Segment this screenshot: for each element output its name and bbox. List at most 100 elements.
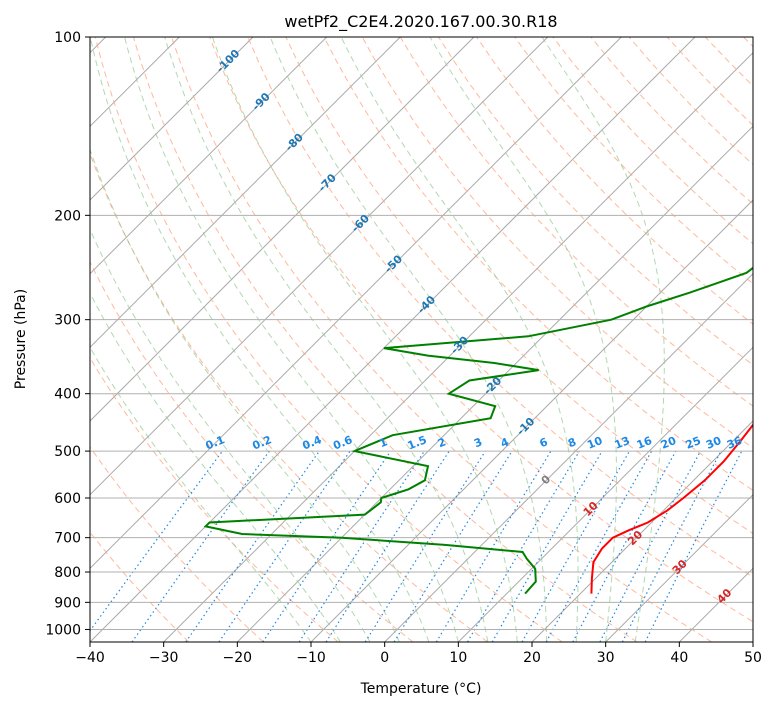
- y-tick-label: 600: [54, 491, 81, 507]
- dry-adiabat-line: [171, 37, 712, 642]
- y-tick-label: 800: [54, 565, 81, 581]
- isotherm-line: [90, 37, 401, 349]
- dry-adiabat-line: [476, 37, 753, 325]
- moist-adiabat-line: [541, 37, 665, 642]
- moist-adiabat-line: [211, 37, 518, 642]
- isotherm-line: [90, 37, 622, 570]
- mixing-ratio-label: 36: [725, 434, 744, 452]
- moist-adiabat-line: [90, 228, 371, 642]
- mixing-ratio-label: 3: [472, 435, 484, 450]
- x-axis-ticks: −40 −30 −20 −10 0 10 20 30 40 50: [75, 642, 762, 666]
- dry-adiabat-line: [514, 37, 753, 285]
- chart-title: wetPf2_C2E4.2020.167.00.30.R18: [284, 12, 557, 32]
- isotherm-line: [457, 346, 753, 642]
- mixing-ratio-line: [521, 450, 631, 642]
- mixing-ratio-label: 4: [499, 435, 511, 450]
- mixing-ratio-label: 25: [684, 434, 703, 452]
- mixing-ratio-label: 2: [436, 435, 448, 450]
- dry-adiabat-line: [247, 37, 753, 578]
- x-tick-label: 40: [670, 650, 688, 666]
- dry-adiabat-line: [94, 37, 563, 642]
- isotherm-line: [90, 37, 254, 201]
- mixing-ratio-label: 0.1: [204, 433, 227, 452]
- moist-adiabat-line: [90, 37, 430, 642]
- dry-adiabat-line: [90, 356, 339, 642]
- mixing-ratio-label: 8: [566, 435, 578, 450]
- y-tick-label: 200: [54, 208, 81, 224]
- isotherm-line: [605, 493, 753, 642]
- x-tick-label: −30: [149, 650, 179, 666]
- y-axis-label: Pressure (hPa): [13, 289, 29, 389]
- mixing-ratio-line: [90, 450, 223, 632]
- y-tick-label: 500: [54, 444, 81, 460]
- moist-adiabat-line: [269, 37, 548, 642]
- y-axis-ticks: 100 200 300 400 500 600 700 800 900 1000: [45, 30, 90, 638]
- moist-adiabat-line: [90, 346, 312, 642]
- isotherm-line: [531, 420, 753, 642]
- mixing-ratio-line: [131, 450, 270, 642]
- y-tick-label: 100: [54, 30, 81, 46]
- mixing-ratio-label: 6: [538, 435, 550, 450]
- x-tick-label: 30: [597, 650, 615, 666]
- isotherm-line: [163, 51, 753, 642]
- dry-adiabat-line: [704, 37, 753, 87]
- isotherm-line: [90, 37, 475, 422]
- isotherm-line: [90, 37, 696, 642]
- plot-frame: [89, 36, 754, 643]
- isotherm-line: [90, 37, 549, 496]
- x-tick-label: −20: [223, 650, 253, 666]
- mixing-ratio-line: [325, 450, 450, 642]
- mixing-ratio-label: 20: [659, 434, 678, 452]
- isotherm-line: [678, 567, 753, 642]
- temperature-line: [590, 423, 753, 594]
- isotherm-line: [236, 125, 753, 642]
- dry-adiabat-line: [209, 37, 753, 623]
- mixing-ratio-label: 0.6: [331, 433, 354, 452]
- mixing-ratio-line: [491, 450, 603, 642]
- y-tick-label: 900: [54, 595, 81, 611]
- isotherm-line: [752, 641, 753, 642]
- moist-adiabat-line: [90, 148, 400, 642]
- moist-adiabat-line: [124, 37, 459, 642]
- mixing-ratio-line: [572, 450, 677, 642]
- dry-adiabat-line: [666, 37, 753, 126]
- isotherm-line: [90, 37, 328, 275]
- moist-adiabat-line: [340, 37, 579, 642]
- moist-adiabat-line: [164, 37, 489, 642]
- isotherm-line: [384, 272, 753, 642]
- x-tick-label: −40: [75, 650, 105, 666]
- background-lines: [90, 37, 753, 642]
- mixing-ratio-line: [621, 450, 722, 642]
- mixing-ratio-label: 16: [635, 434, 654, 452]
- mixing-ratio-label: 30: [704, 434, 723, 452]
- y-tick-label: 300: [54, 313, 81, 329]
- dry-adiabat-line: [285, 37, 753, 535]
- x-tick-label: 10: [449, 650, 467, 666]
- mixing-ratio-label: 10: [585, 434, 604, 452]
- dry-adiabat-line: [743, 37, 753, 48]
- x-tick-label: 20: [523, 650, 541, 666]
- mixing-ratio-label: 1: [377, 435, 389, 450]
- y-tick-label: 1000: [45, 622, 81, 638]
- profile-lines: [203, 266, 753, 595]
- moist-adiabat-line: [429, 37, 617, 642]
- mixing-ratio-line: [218, 450, 351, 642]
- mixing-ratio-label: 0.2: [250, 433, 273, 452]
- dry-adiabat-line: [90, 152, 488, 642]
- dewpoint-line: [203, 266, 753, 595]
- x-axis-label: Temperature (°C): [360, 681, 482, 697]
- mixing-ratio-label: 13: [613, 434, 632, 452]
- mixing-ratio-line: [185, 450, 320, 642]
- mixing-ratio-line: [599, 450, 702, 642]
- y-tick-label: 400: [54, 387, 81, 403]
- x-tick-label: −10: [296, 650, 326, 666]
- mixing-ratio-line: [644, 450, 743, 642]
- x-tick-label: 0: [380, 650, 389, 666]
- mixing-ratio-line: [298, 450, 425, 642]
- pressure-gridlines: [90, 37, 753, 630]
- x-tick-label: 50: [744, 650, 762, 666]
- mixing-ratio-line: [466, 450, 580, 642]
- mixing-ratio-label: 1.5: [406, 433, 429, 452]
- mixing-ratio-line: [435, 450, 552, 642]
